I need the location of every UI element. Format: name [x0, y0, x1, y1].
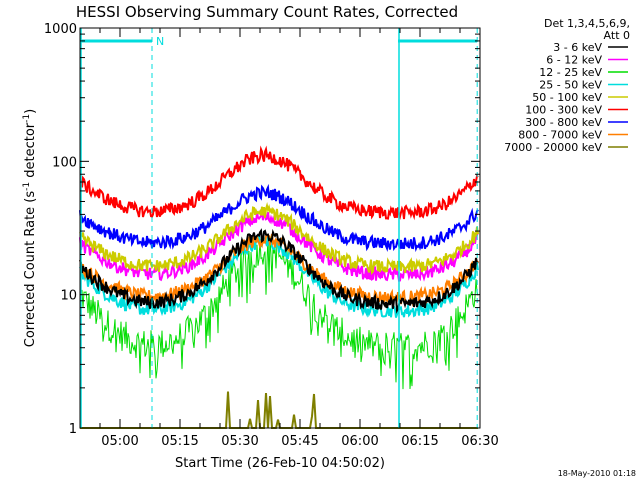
series-line-2	[79, 235, 479, 390]
y-axis: 1 10 100 1000	[44, 22, 480, 437]
x-tick-label: 05:45	[281, 434, 318, 449]
x-tick-label: 05:00	[101, 434, 138, 449]
y-tick-label: 1	[69, 422, 77, 437]
legend-label: 300 - 800 keV	[525, 116, 602, 129]
legend-label: 25 - 50 keV	[539, 79, 602, 92]
x-tick-label: 05:30	[221, 434, 258, 449]
y-tick-label: 1000	[44, 22, 77, 37]
legend-label: 50 - 100 keV	[532, 91, 602, 104]
x-axis: 05:00 05:15 05:30 05:45 06:00 06:15 06:30	[79, 28, 499, 449]
x-axis-label: Start Time (26-Feb-10 04:50:02)	[175, 456, 385, 471]
x-tick-label: 06:00	[341, 434, 378, 449]
night-marker: N	[156, 35, 164, 48]
legend-label: 7000 - 20000 keV	[504, 141, 602, 154]
series-line-3	[79, 233, 479, 318]
chart-title: HESSI Observing Summary Count Rates, Cor…	[76, 3, 458, 21]
series-line-5	[79, 145, 479, 221]
series-line-6	[79, 183, 479, 253]
plot-overlays: N	[80, 28, 478, 428]
legend-label: 6 - 12 keV	[546, 54, 602, 67]
legend-header-line2: Att 0	[604, 29, 630, 42]
legend-label: 12 - 25 keV	[539, 66, 602, 79]
plot-timestamp: 18-May-2010 01:18	[558, 469, 636, 478]
series-line-7	[79, 233, 479, 307]
legend-label: 800 - 7000 keV	[518, 129, 602, 142]
legend-label: 100 - 300 keV	[525, 104, 602, 117]
series-line-0	[79, 228, 479, 314]
legend-header-line1: Det 1,3,4,5,6,9,	[544, 17, 630, 30]
x-tick-label: 05:15	[161, 434, 198, 449]
series-line-4	[79, 201, 479, 276]
series-line-1	[79, 210, 479, 282]
x-tick-label: 06:30	[461, 434, 498, 449]
x-tick-label: 06:15	[401, 434, 438, 449]
y-tick-label: 10	[60, 289, 77, 304]
y-tick-label: 100	[52, 155, 77, 170]
plot-series	[79, 145, 479, 429]
series-line-8	[80, 391, 478, 429]
y-axis-label: Corrected Count Rate (s-1 detector-1)	[22, 109, 38, 347]
legend-label: 3 - 6 keV	[553, 41, 602, 54]
